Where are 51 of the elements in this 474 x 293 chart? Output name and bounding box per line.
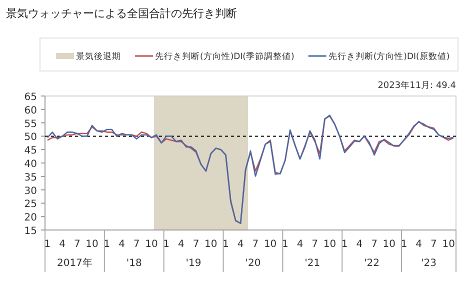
x-tick-label: 7 (74, 239, 80, 250)
y-tick-label: 35 (24, 172, 37, 184)
y-tick-label: 55 (24, 118, 37, 130)
legend-label: 先行き判断(方向性)DI(原数値) (328, 51, 450, 62)
y-tick-label: 40 (24, 159, 37, 170)
text: '22 (364, 258, 380, 269)
x-tick-label: 10 (264, 239, 277, 250)
y-tick-label: 20 (24, 212, 37, 224)
x-tick-label: 7 (430, 239, 437, 250)
x-tick-label: 7 (312, 239, 318, 250)
x-tick-label: 4 (59, 239, 66, 250)
x-tick-label: 4 (237, 239, 244, 250)
x-tick-label: 10 (323, 239, 336, 250)
y-tick-label: 15 (24, 226, 37, 237)
x-tick-label: 10 (382, 239, 396, 250)
legend-label: 先行き判断(方向性)DI(季節調整値) (155, 51, 294, 62)
x-tick-label: 1 (44, 239, 51, 250)
x-tick-label: 7 (371, 239, 378, 250)
text: '19 (186, 258, 202, 269)
x-tick-label: 10 (86, 239, 98, 250)
x-tick-label: 10 (442, 239, 455, 250)
y-tick-label: 25 (24, 199, 37, 210)
text: '18 (126, 258, 142, 269)
x-tick-label: 1 (222, 239, 229, 250)
x-tick-label: 7 (192, 239, 200, 250)
x-tick-label: 4 (178, 239, 184, 250)
y-tick-label: 60 (24, 105, 37, 116)
y-tick-label: 65 (24, 92, 37, 103)
x-tick-label: 1 (400, 239, 408, 250)
x-tick-label: 1 (282, 239, 288, 250)
x-tick-label: 1 (163, 239, 170, 250)
text: '21 (304, 258, 320, 269)
x-tick-label: 1 (341, 239, 348, 250)
x-tick-label: 10 (145, 239, 158, 250)
y-tick-label: 50 (24, 132, 37, 144)
text: '20 (245, 258, 261, 269)
x-tick-label: 7 (133, 239, 140, 250)
x-tick-label: 7 (252, 239, 259, 250)
x-tick-label: 1 (104, 239, 110, 250)
y-tick-label: 30 (24, 186, 37, 197)
x-tick-label: 4 (296, 239, 304, 250)
x-tick-label: 4 (118, 239, 125, 250)
legend-label: 景気後退期 (76, 51, 121, 62)
x-tick-label: 4 (416, 239, 422, 250)
text: 2017年 (56, 257, 92, 269)
chart-title: 景気ウォッチャーによる全国合計の先行き判断 (6, 7, 237, 20)
y-tick-label: 45 (24, 146, 37, 157)
text: '23 (421, 258, 437, 269)
text: 2023年11月: 49.4 (378, 80, 456, 91)
x-tick-label: 10 (204, 239, 218, 250)
x-tick-label: 4 (356, 239, 363, 250)
